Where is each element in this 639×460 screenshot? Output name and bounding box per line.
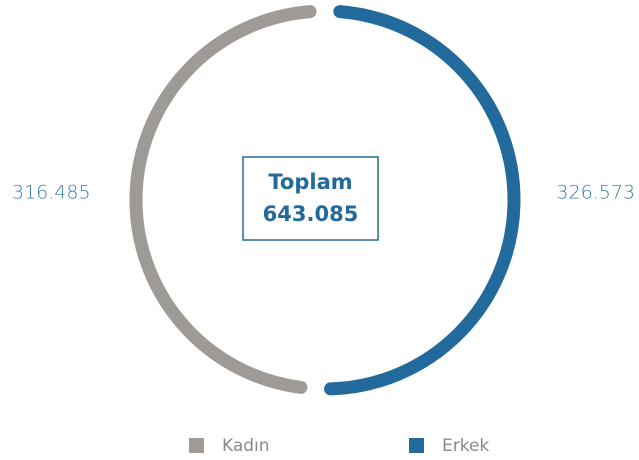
legend-swatch xyxy=(189,438,204,453)
donut-segment xyxy=(129,5,317,394)
legend-swatch xyxy=(409,438,424,453)
value-label: 316.485 xyxy=(12,182,91,204)
center-total: 643.085 xyxy=(263,202,359,226)
donut-segment xyxy=(324,5,521,396)
legend-label: Erkek xyxy=(442,436,489,456)
value-label: 326.573 xyxy=(556,182,635,204)
legend-label: Kadın xyxy=(222,436,270,456)
center-title: Toplam xyxy=(268,170,352,194)
center-box xyxy=(242,156,379,241)
